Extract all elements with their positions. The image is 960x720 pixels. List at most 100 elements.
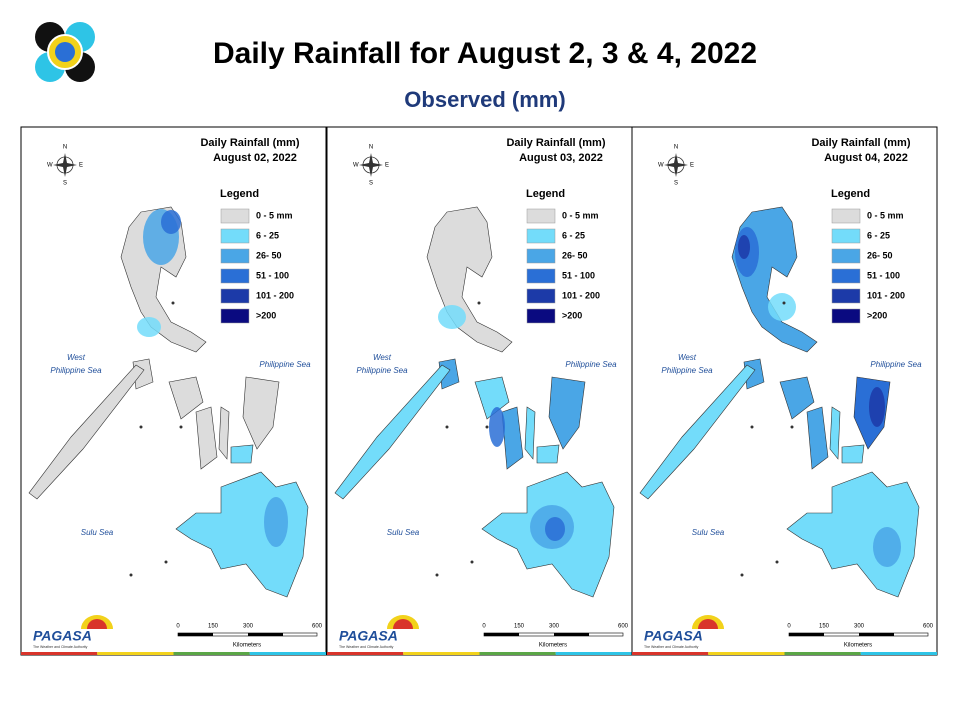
legend-swatch (831, 288, 861, 304)
logo-tagline: The Weather and Climate Authority (33, 645, 88, 649)
legend-swatch (831, 308, 861, 324)
color-stripe (860, 652, 937, 655)
legend-label: 26- 50 (867, 250, 893, 260)
legend-label: >200 (256, 310, 276, 320)
scale-bar-fill (248, 633, 283, 636)
small-island (790, 425, 794, 429)
sea-label: Philippine Sea (356, 366, 408, 375)
legend-label: 51 - 100 (562, 270, 595, 280)
compass-n: N (674, 145, 678, 151)
scale-tick-label: 300 (243, 624, 254, 630)
legend-label: 0 - 5 mm (256, 210, 293, 220)
island-panay (779, 376, 815, 420)
dost-logo (35, 22, 95, 82)
legend-swatch (220, 268, 250, 284)
legend-swatch (220, 228, 250, 244)
logo-name: PAGASA (33, 628, 92, 644)
small-island (435, 573, 439, 577)
color-stripe (403, 652, 480, 655)
philippines-map (639, 206, 920, 598)
panel-date: August 03, 2022 (519, 152, 603, 164)
small-island (485, 425, 489, 429)
island-bohol (230, 444, 254, 464)
panel-title: Daily Rainfall (mm) (506, 137, 605, 149)
scale-bar-fill (789, 633, 824, 636)
island-samar (242, 376, 280, 450)
color-stripe (784, 652, 861, 655)
sea-label: Philippine Sea (661, 366, 713, 375)
legend-swatch (526, 288, 556, 304)
legend-title: Legend (526, 188, 565, 200)
island-bohol (841, 444, 865, 464)
island-luzon (120, 206, 207, 353)
scale-bar-fill (178, 633, 213, 636)
logo-tagline: The Weather and Climate Authority (339, 645, 394, 649)
legend-label: 6 - 25 (562, 230, 585, 240)
legend-label: 101 - 200 (867, 290, 905, 300)
logo-name: PAGASA (644, 628, 703, 644)
legend-swatch (220, 248, 250, 264)
island-cebu (829, 406, 841, 460)
philippines-map (334, 206, 615, 598)
island-panay (474, 376, 510, 420)
legend-swatch (831, 268, 861, 284)
legend-label: 6 - 25 (867, 230, 890, 240)
sea-label: West (678, 353, 697, 362)
panel-title: Daily Rainfall (mm) (200, 137, 299, 149)
sea-label: Philippine Sea (50, 366, 102, 375)
island-cebu (524, 406, 536, 460)
sea-label: Philippine Sea (870, 360, 922, 369)
logo-umbrella (393, 619, 413, 629)
sea-label: West (67, 353, 86, 362)
color-stripe (249, 652, 326, 655)
rain-area (264, 497, 288, 547)
small-island (139, 425, 143, 429)
compass-star (53, 153, 77, 177)
scale-tick-label: 300 (854, 624, 865, 630)
compass: N S E W (47, 145, 83, 187)
small-island (470, 560, 474, 564)
legend-title: Legend (831, 188, 870, 200)
color-stripe (173, 652, 250, 655)
panel-date: August 02, 2022 (213, 152, 297, 164)
legend-label: 51 - 100 (867, 270, 900, 280)
scale-bar-fill (859, 633, 894, 636)
logo-tagline: The Weather and Climate Authority (644, 645, 699, 649)
slide-subtitle: Observed (mm) (404, 87, 565, 112)
compass-star (664, 153, 688, 177)
legend-swatch (831, 228, 861, 244)
panel-title: Daily Rainfall (mm) (811, 137, 910, 149)
rain-area (489, 407, 505, 447)
legend-label: 0 - 5 mm (867, 210, 904, 220)
legend-swatch (526, 308, 556, 324)
scale-unit: Kilometers (844, 643, 872, 649)
color-stripe (708, 652, 785, 655)
legend-swatch (526, 248, 556, 264)
island-bohol (536, 444, 560, 464)
scale-tick-label: 600 (312, 624, 323, 630)
color-stripe (632, 652, 709, 655)
scale-unit: Kilometers (539, 643, 567, 649)
small-island (775, 560, 779, 564)
compass-e: E (690, 163, 694, 169)
rain-area (869, 387, 885, 427)
island-palawan (639, 364, 756, 500)
compass-s: S (63, 181, 67, 187)
scale-bar-fill (484, 633, 519, 636)
rain-area (161, 210, 181, 234)
island-panay (168, 376, 204, 420)
legend-label: 26- 50 (256, 250, 282, 260)
compass-e: E (385, 163, 389, 169)
small-island (477, 301, 481, 305)
color-stripe (21, 652, 98, 655)
sea-label: Philippine Sea (259, 360, 311, 369)
scale-tick-label: 0 (482, 624, 486, 630)
small-island (171, 301, 175, 305)
logo-name: PAGASA (339, 628, 398, 644)
panel-date: August 04, 2022 (824, 152, 908, 164)
philippines-map (28, 206, 309, 598)
island-samar (548, 376, 586, 450)
